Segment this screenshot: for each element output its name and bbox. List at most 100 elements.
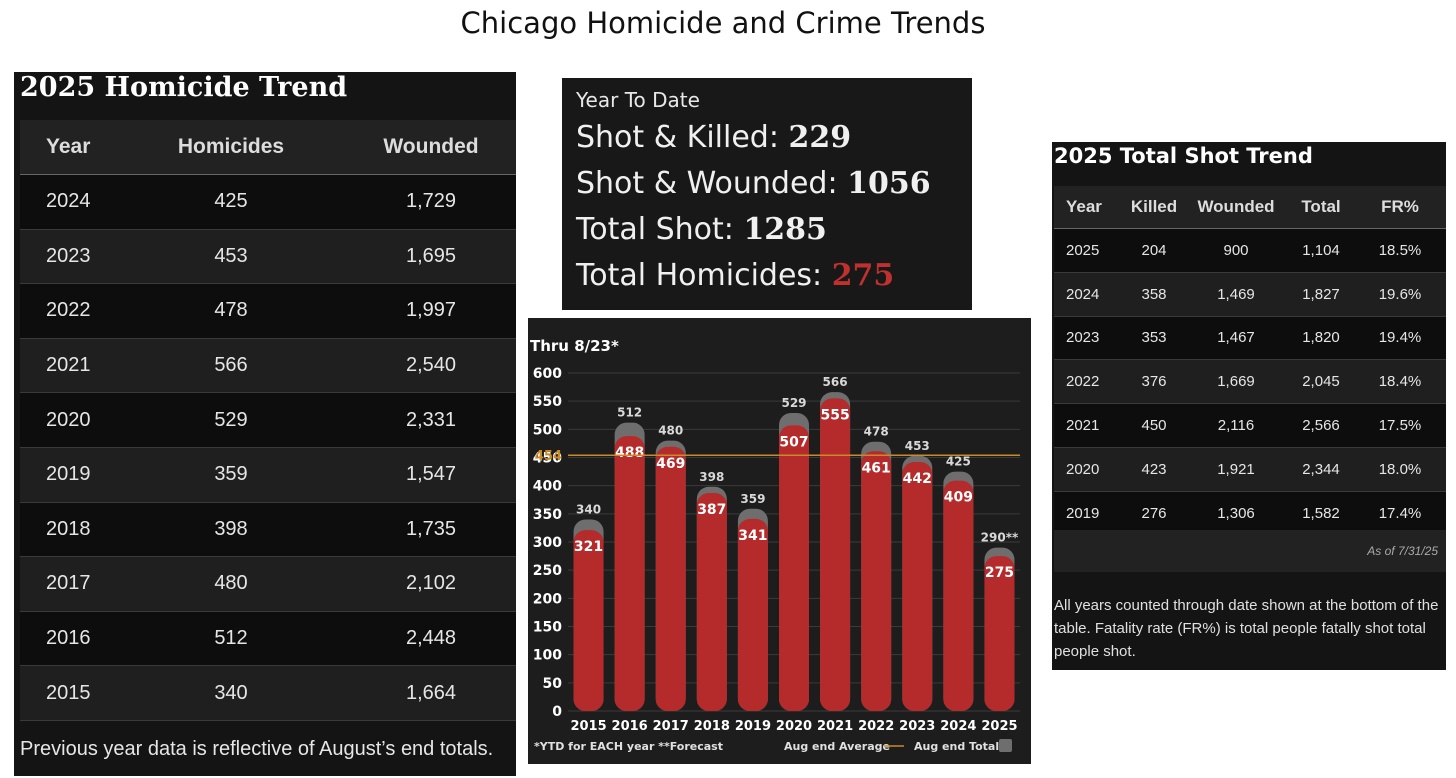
total-homicides-value: 275 bbox=[831, 258, 895, 293]
bar-ytd bbox=[943, 480, 974, 711]
x-tick-label: 2019 bbox=[735, 719, 771, 734]
data-label-ytd: 387 bbox=[697, 502, 726, 518]
cell-homicides: 480 bbox=[214, 572, 248, 595]
cell-year: 2024 bbox=[1066, 285, 1100, 303]
header-year: Year bbox=[1066, 197, 1102, 216]
data-label-total: 359 bbox=[740, 492, 765, 506]
header-wounded: Wounded bbox=[1197, 197, 1275, 216]
table-header-row: Year Homicides Wounded bbox=[20, 120, 516, 175]
cell-total: 2,344 bbox=[1302, 460, 1340, 478]
x-tick-label: 2018 bbox=[694, 719, 730, 734]
cell-total: 1,827 bbox=[1302, 285, 1340, 303]
bar-ytd bbox=[573, 530, 604, 711]
y-tick-label: 550 bbox=[533, 394, 562, 410]
homicide-trend-panel: 2025 Homicide Trend Year Homicides Wound… bbox=[14, 72, 516, 776]
homicide-trend-footnote: Previous year data is reflective of Augu… bbox=[20, 738, 494, 760]
cell-wounded: 1,921 bbox=[1217, 460, 1255, 478]
bar-ytd bbox=[614, 436, 645, 711]
shot-killed-line: Shot & Killed: 229 bbox=[576, 120, 851, 155]
data-label-total: 529 bbox=[781, 396, 806, 410]
cell-killed: 423 bbox=[1141, 460, 1167, 478]
cell-homicides: 359 bbox=[214, 463, 248, 486]
cell-homicides: 340 bbox=[214, 681, 248, 704]
bar-ytd bbox=[820, 398, 851, 711]
table-row: 2022 376 1,669 2,045 18.4% bbox=[1054, 360, 1446, 405]
bar-ytd bbox=[779, 425, 809, 711]
data-label-total: 453 bbox=[905, 439, 930, 453]
cell-wounded: 1,997 bbox=[405, 299, 457, 322]
cell-year: 2022 bbox=[1066, 373, 1100, 391]
cell-year: 2019 bbox=[46, 463, 91, 486]
cell-total: 2,045 bbox=[1302, 373, 1340, 391]
cell-wounded: 1,729 bbox=[405, 190, 457, 213]
x-tick-label: 2017 bbox=[653, 719, 689, 734]
header-wounded: Wounded bbox=[383, 135, 479, 158]
cell-homicides: 478 bbox=[214, 299, 248, 322]
shot-trend-table: Year Killed Wounded Total FR% 2025 204 900… bbox=[1054, 186, 1446, 536]
cell-wounded: 1,547 bbox=[405, 463, 457, 486]
bar-ytd bbox=[861, 451, 892, 711]
table-row: 2021 450 2,116 2,566 17.5% bbox=[1054, 404, 1446, 448]
shot-wounded-value: 1056 bbox=[847, 166, 931, 201]
cell-year: 2023 bbox=[1066, 329, 1100, 347]
homicide-bar-chart-panel: Thru 8/23* 0 50 100 150 200 250 300 350 400 450 500… bbox=[528, 318, 1031, 764]
cell-fr: 18.0% bbox=[1378, 460, 1422, 478]
total-shot-value: 1285 bbox=[743, 212, 827, 247]
table-row: 2023 353 1,467 1,820 19.4% bbox=[1054, 316, 1446, 361]
x-tick-label: 2024 bbox=[940, 719, 976, 734]
cell-homicides: 398 bbox=[214, 517, 248, 540]
bar-ytd bbox=[737, 518, 768, 711]
cell-fr: 18.4% bbox=[1378, 373, 1422, 391]
y-tick-label: 450 bbox=[533, 451, 562, 467]
cell-wounded: 2,102 bbox=[405, 572, 457, 595]
data-label-ytd: 488 bbox=[615, 445, 644, 461]
shot-killed-value: 229 bbox=[788, 120, 852, 155]
total-homicides-label: Total Homicides: bbox=[576, 258, 823, 293]
as-of-note: As of 7/31/25 bbox=[1054, 530, 1446, 572]
data-label-total: 512 bbox=[617, 406, 642, 420]
cell-homicides: 529 bbox=[214, 408, 248, 431]
data-label-total: 480 bbox=[658, 424, 683, 438]
table-row: 2019 359 1,547 bbox=[20, 447, 516, 503]
shot-trend-title: 2025 Total Shot Trend bbox=[1054, 144, 1313, 168]
ytd-heading: Year To Date bbox=[576, 88, 700, 112]
y-tick-label: 100 bbox=[533, 648, 562, 664]
cell-wounded: 2,116 bbox=[1217, 417, 1255, 435]
legend-totals-swatch bbox=[999, 739, 1012, 752]
cell-year: 2021 bbox=[1066, 417, 1100, 435]
cell-fr: 19.6% bbox=[1378, 285, 1422, 303]
table-row: 2022 478 1,997 bbox=[20, 284, 516, 339]
data-label-ytd: 507 bbox=[779, 434, 808, 450]
shot-killed-label: Shot & Killed: bbox=[576, 120, 779, 155]
data-label-total: 340 bbox=[576, 502, 601, 516]
cell-wounded: 1,664 bbox=[405, 681, 457, 704]
cell-year: 2021 bbox=[46, 354, 91, 377]
cell-year: 2025 bbox=[1066, 241, 1100, 259]
cell-fr: 17.4% bbox=[1378, 504, 1422, 522]
cell-year: 2016 bbox=[46, 627, 91, 650]
bar-ytd bbox=[655, 446, 686, 711]
y-tick-label: 300 bbox=[533, 535, 562, 551]
y-tick-label: 200 bbox=[533, 591, 562, 607]
data-label-total: 398 bbox=[699, 470, 724, 484]
cell-fr: 19.4% bbox=[1378, 329, 1422, 347]
table-row: 2020 529 2,331 bbox=[20, 393, 516, 448]
cell-total: 1,104 bbox=[1302, 241, 1340, 259]
page-title: Chicago Homicide and Crime Trends bbox=[460, 6, 986, 40]
data-label-ytd: 409 bbox=[944, 490, 973, 506]
data-label-total: 566 bbox=[823, 375, 848, 389]
cell-total: 1,820 bbox=[1302, 329, 1340, 347]
cell-killed: 376 bbox=[1141, 373, 1167, 391]
table-row: 2023 453 1,695 bbox=[20, 229, 516, 285]
cell-year: 2020 bbox=[46, 408, 91, 431]
data-label-total: 478 bbox=[864, 425, 889, 439]
shot-wounded-line: Shot & Wounded: 1056 bbox=[576, 166, 931, 201]
header-killed: Killed bbox=[1130, 197, 1178, 216]
legend-note: *YTD for EACH year **Forecast bbox=[534, 740, 723, 753]
legend-totals-label: Aug end Totals bbox=[914, 740, 1006, 753]
shot-trend-panel: 2025 Total Shot Trend Year Killed Wounde… bbox=[1052, 142, 1446, 670]
header-fr: FR% bbox=[1381, 197, 1419, 216]
cell-killed: 276 bbox=[1141, 504, 1167, 522]
cell-homicides: 512 bbox=[214, 627, 248, 650]
ytd-summary-panel: Year To Date Shot & Killed: 229 Shot & W… bbox=[562, 78, 972, 310]
